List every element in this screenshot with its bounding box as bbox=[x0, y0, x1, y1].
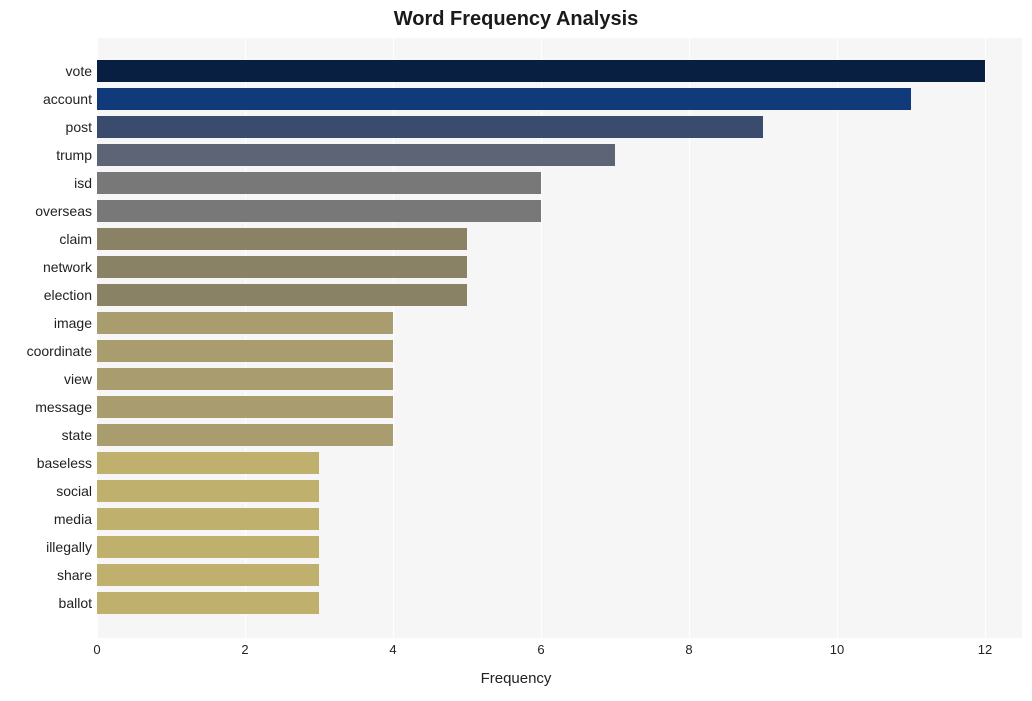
bar bbox=[97, 116, 763, 138]
y-tick-label: illegally bbox=[46, 539, 92, 555]
y-tick-label: baseless bbox=[37, 455, 92, 471]
y-tick-label: view bbox=[64, 371, 92, 387]
y-tick-label: media bbox=[54, 511, 92, 527]
bar bbox=[97, 60, 985, 82]
x-tick-label: 12 bbox=[978, 642, 992, 657]
grid-line bbox=[985, 38, 986, 638]
y-tick-label: network bbox=[43, 259, 92, 275]
y-tick-label: social bbox=[56, 483, 92, 499]
bar bbox=[97, 424, 393, 446]
bar bbox=[97, 256, 467, 278]
bar bbox=[97, 508, 319, 530]
bar bbox=[97, 396, 393, 418]
x-tick-label: 0 bbox=[93, 642, 100, 657]
x-tick-label: 4 bbox=[389, 642, 396, 657]
bar bbox=[97, 172, 541, 194]
bar bbox=[97, 88, 911, 110]
x-tick-label: 8 bbox=[685, 642, 692, 657]
bar bbox=[97, 536, 319, 558]
y-tick-label: vote bbox=[66, 63, 92, 79]
x-tick-label: 6 bbox=[537, 642, 544, 657]
bar bbox=[97, 200, 541, 222]
grid-line bbox=[837, 38, 838, 638]
bar bbox=[97, 480, 319, 502]
y-tick-label: share bbox=[57, 567, 92, 583]
bar bbox=[97, 340, 393, 362]
bar bbox=[97, 452, 319, 474]
x-tick-label: 2 bbox=[241, 642, 248, 657]
plot-area bbox=[97, 38, 1022, 638]
y-tick-label: election bbox=[44, 287, 92, 303]
y-tick-label: image bbox=[54, 315, 92, 331]
y-tick-label: coordinate bbox=[27, 343, 92, 359]
y-tick-label: ballot bbox=[59, 595, 92, 611]
y-tick-label: claim bbox=[59, 231, 92, 247]
bar bbox=[97, 144, 615, 166]
x-tick-label: 10 bbox=[830, 642, 844, 657]
bar bbox=[97, 312, 393, 334]
chart-container: Word Frequency Analysis Frequency 0 2 4 6 8 1… bbox=[0, 0, 1032, 701]
y-tick-label: account bbox=[43, 91, 92, 107]
bar bbox=[97, 564, 319, 586]
bar bbox=[97, 368, 393, 390]
y-tick-label: message bbox=[35, 399, 92, 415]
y-tick-label: isd bbox=[74, 175, 92, 191]
y-tick-label: post bbox=[66, 119, 92, 135]
bar bbox=[97, 284, 467, 306]
y-tick-label: overseas bbox=[35, 203, 92, 219]
y-tick-label: state bbox=[62, 427, 92, 443]
bar bbox=[97, 592, 319, 614]
x-axis-label: Frequency bbox=[0, 670, 1032, 687]
bar bbox=[97, 228, 467, 250]
y-tick-label: trump bbox=[56, 147, 92, 163]
chart-title: Word Frequency Analysis bbox=[0, 8, 1032, 31]
